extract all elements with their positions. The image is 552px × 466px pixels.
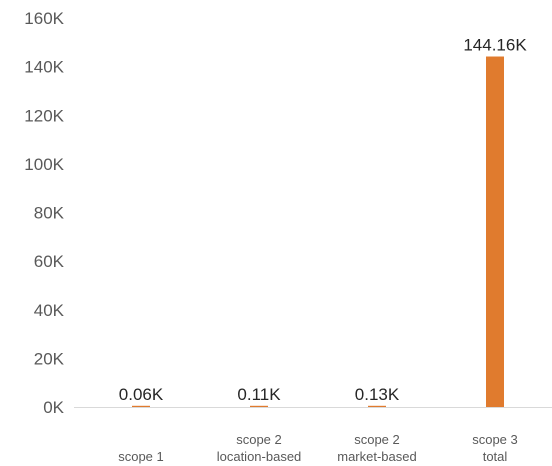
bar bbox=[486, 56, 504, 408]
x-tick-label: location-based bbox=[217, 449, 302, 464]
x-tick-label: market-based bbox=[337, 449, 416, 464]
x-tick-label: scope 2 bbox=[354, 432, 400, 447]
y-tick-label: 160K bbox=[24, 9, 64, 28]
y-tick-label: 120K bbox=[24, 106, 64, 125]
data-labels: 0.06K 0.11K 0.13K 144.16K bbox=[119, 36, 528, 404]
bar bbox=[368, 405, 386, 407]
y-tick-label: 0K bbox=[43, 398, 64, 417]
y-tick-label: 40K bbox=[34, 301, 65, 320]
y-tick-label: 20K bbox=[34, 349, 65, 368]
y-tick-label: 140K bbox=[24, 58, 64, 77]
bar bbox=[250, 405, 268, 407]
bar bbox=[132, 405, 150, 407]
y-tick-label: 80K bbox=[34, 204, 65, 223]
x-tick-label: total bbox=[483, 449, 508, 464]
data-label: 0.13K bbox=[355, 385, 400, 404]
x-tick-label: scope 3 bbox=[472, 432, 518, 447]
data-label: 0.06K bbox=[119, 385, 164, 404]
x-tick-label: scope 1 bbox=[118, 449, 164, 464]
y-tick-label: 60K bbox=[34, 252, 65, 271]
x-tick-label: scope 2 bbox=[236, 432, 282, 447]
y-axis-ticks: 0K 20K 40K 60K 80K 100K 120K 140K 160K bbox=[24, 9, 64, 417]
data-label: 144.16K bbox=[463, 36, 527, 55]
data-label: 0.11K bbox=[237, 385, 281, 404]
bar-series bbox=[132, 56, 504, 408]
y-tick-label: 100K bbox=[24, 155, 64, 174]
x-axis-ticks: scope 1 scope 2 location-based scope 2 marke… bbox=[118, 432, 518, 464]
